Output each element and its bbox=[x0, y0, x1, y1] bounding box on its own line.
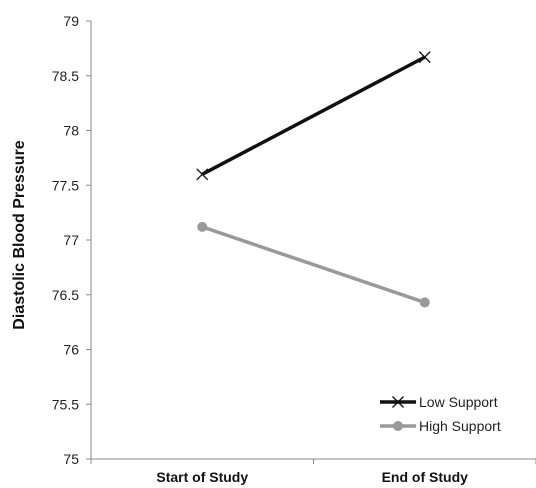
data-point bbox=[418, 51, 431, 64]
legend-marker bbox=[392, 396, 404, 408]
legend-label: High Support bbox=[419, 418, 501, 434]
y-tick-label: 77 bbox=[63, 232, 79, 248]
y-axis-title: Diastolic Blood Pressure bbox=[11, 140, 28, 329]
x-ticks: Start of Study End of Study bbox=[90, 459, 536, 485]
y-tick-label: 75.5 bbox=[52, 396, 79, 412]
data-point bbox=[196, 168, 209, 181]
y-tick-label: 76.5 bbox=[52, 287, 79, 303]
y-tick-label: 78.5 bbox=[52, 68, 79, 84]
series-layer bbox=[196, 51, 431, 308]
legend-item: Low Support bbox=[380, 394, 498, 410]
legend-marker bbox=[393, 421, 403, 431]
legend: Low Support High Support bbox=[380, 394, 501, 434]
y-tick-label: 76 bbox=[63, 342, 79, 358]
y-tick-label: 78 bbox=[63, 123, 79, 139]
x-tick-label: Start of Study bbox=[156, 469, 248, 485]
y-tick-label: 77.5 bbox=[52, 177, 79, 193]
series-2 bbox=[197, 221, 430, 308]
series-line bbox=[201, 225, 426, 305]
legend-item: High Support bbox=[380, 418, 501, 434]
data-point bbox=[419, 297, 430, 308]
y-tick-label: 75 bbox=[63, 451, 79, 467]
data-point bbox=[197, 221, 208, 232]
series-1 bbox=[196, 51, 431, 181]
legend-label: Low Support bbox=[419, 394, 498, 410]
x-tick-label: End of Study bbox=[382, 469, 469, 485]
series-line bbox=[201, 55, 426, 176]
y-ticks: 75 75.5 76 76.5 77 77.5 78 78.5 79 bbox=[52, 13, 91, 467]
y-tick-label: 79 bbox=[63, 13, 79, 29]
